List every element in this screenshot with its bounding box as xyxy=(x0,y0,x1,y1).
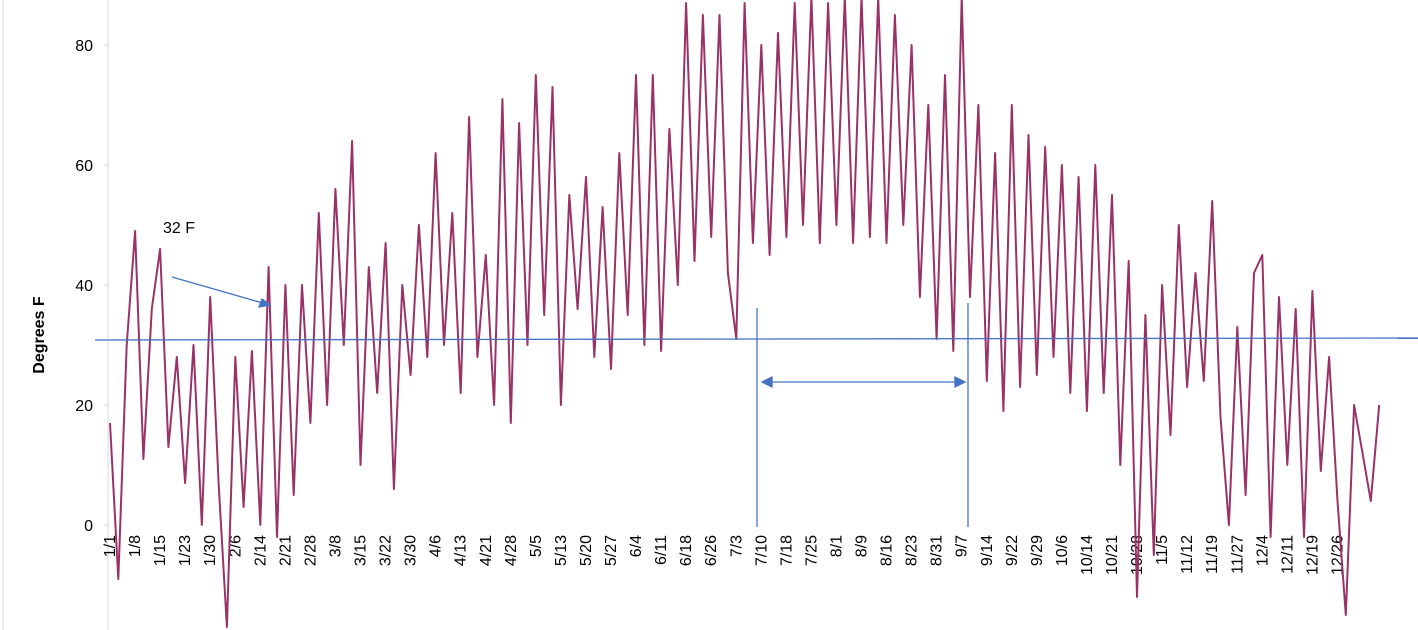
x-tick-label: 10/14 xyxy=(1079,535,1096,575)
x-tick-label: 3/15 xyxy=(353,535,370,566)
x-tick-label: 1/1 xyxy=(102,535,119,557)
x-tick-label: 12/19 xyxy=(1304,535,1321,575)
x-tick-label: 6/18 xyxy=(678,535,695,566)
y-tick-label: 0 xyxy=(84,518,93,535)
y-tick-label: 40 xyxy=(75,278,93,295)
x-tick-label: 11/27 xyxy=(1229,535,1246,574)
arrow-head xyxy=(954,375,967,389)
x-tick-label: 2/21 xyxy=(277,535,294,566)
x-tick-label: 5/13 xyxy=(553,535,570,566)
arrow-head xyxy=(760,375,773,389)
x-tick-label: 11/19 xyxy=(1204,535,1221,574)
x-tick-label: 9/22 xyxy=(1004,535,1021,566)
x-tick-label: 6/26 xyxy=(703,535,720,566)
x-tick-label: 8/23 xyxy=(904,535,921,566)
x-tick-label: 8/16 xyxy=(879,535,896,566)
x-tick-label: 8/1 xyxy=(828,535,845,557)
x-tick-label: 5/20 xyxy=(578,535,595,566)
x-tick-label: 1/8 xyxy=(127,535,144,557)
x-tick-label: 3/22 xyxy=(378,535,395,566)
x-tick-label: 6/4 xyxy=(628,535,645,557)
arrow-head xyxy=(257,297,272,308)
y-tick-label: 20 xyxy=(75,398,93,415)
x-tick-label: 2/14 xyxy=(252,535,269,566)
arrow xyxy=(171,276,267,305)
y-tick-label: 80 xyxy=(75,38,93,55)
x-tick-label: 9/14 xyxy=(979,535,996,566)
x-tick-label: 6/11 xyxy=(653,535,670,565)
x-tick-label: 1/23 xyxy=(177,535,194,566)
x-tick-label: 3/30 xyxy=(403,535,420,566)
x-tick-label: 9/29 xyxy=(1029,535,1046,566)
x-tick-label: 9/7 xyxy=(954,535,971,557)
x-tick-label: 4/13 xyxy=(453,535,470,566)
y-axis-label: Degrees F xyxy=(31,296,48,374)
x-tick-label: 3/8 xyxy=(327,535,344,557)
annotations xyxy=(94,276,1418,527)
x-tick-label: 5/27 xyxy=(603,535,620,566)
annotation: 32 F xyxy=(163,220,195,237)
x-tick-label: 4/21 xyxy=(478,535,495,566)
x-tick-label: 4/6 xyxy=(428,535,445,557)
x-tick-label: 7/3 xyxy=(728,535,745,557)
x-tick-label: 4/28 xyxy=(503,535,520,566)
x-tick-label: 1/15 xyxy=(152,535,169,566)
x-tick-label: 7/18 xyxy=(778,535,795,566)
x-tick-label: 12/4 xyxy=(1254,535,1271,566)
series-line xyxy=(109,0,1381,628)
x-tick-label: 12/11 xyxy=(1279,535,1296,574)
x-tick-label: 11/12 xyxy=(1179,535,1196,574)
x-tick-label: 10/21 xyxy=(1104,535,1121,575)
x-tick-label: 11/5 xyxy=(1154,535,1171,565)
y-tick-label: 60 xyxy=(75,158,93,175)
x-tick-label: 2/28 xyxy=(302,535,319,566)
x-tick-label: 10/6 xyxy=(1054,535,1071,566)
x-tick-label: 8/31 xyxy=(929,535,946,566)
x-tick-label: 5/5 xyxy=(528,535,545,557)
x-tick-label: 7/10 xyxy=(753,535,770,566)
x-tick-label: 12/26 xyxy=(1329,535,1346,575)
x-tick-label: 2/6 xyxy=(227,535,244,557)
x-tick-label: 8/9 xyxy=(854,535,871,557)
x-tick-label: 1/30 xyxy=(202,535,219,566)
x-tick-label: 7/25 xyxy=(803,535,820,566)
